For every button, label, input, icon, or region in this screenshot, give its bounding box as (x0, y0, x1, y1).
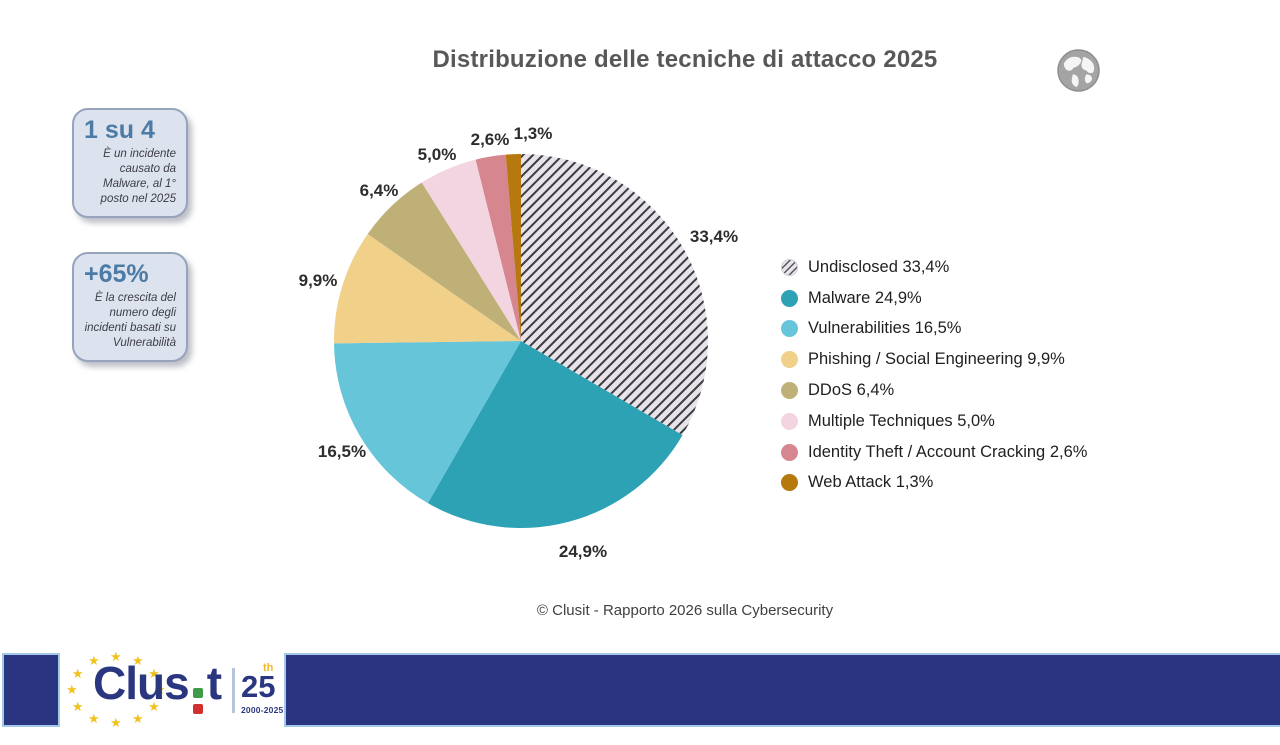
copyright-note: © Clusit - Rapporto 2026 sulla Cybersecu… (536, 602, 834, 619)
chart-legend: Undisclosed 33,4% Malware 24,9% Vulnerabil… (781, 252, 1087, 498)
legend-item: Web Attack 1,3% (781, 468, 1087, 499)
callout-malware: 1 su 4 È un incidente causato da Malware… (72, 108, 188, 218)
legend-label: Malware 24,9% (808, 288, 922, 307)
callout-malware-body: È un incidente causato da Malware, al 1°… (100, 148, 176, 206)
pie-label-multiple-techniques: 5,0% (418, 145, 457, 164)
star-icon: ★ (148, 698, 160, 714)
legend-label: Vulnerabilities 16,5% (808, 319, 962, 338)
logo-divider (232, 668, 235, 713)
legend-label: Multiple Techniques 5,0% (808, 411, 995, 430)
star-icon: ★ (110, 715, 122, 730)
pie-slice-identity-theft-account-cracking (475, 154, 521, 341)
callout-vulnerability-headline: +65% (84, 260, 149, 288)
footer-bar-main (284, 653, 1280, 727)
legend-marker-icon (781, 382, 798, 400)
star-icon: ★ (110, 649, 122, 664)
star-icon: ★ (132, 653, 144, 669)
star-icon: ★ (88, 710, 100, 726)
legend-item: DDoS 6,4% (781, 375, 1087, 406)
pie-slice-web-attack (505, 153, 521, 341)
pie-slice-phishing-social-engineering (333, 233, 521, 344)
anniversary-badge: th 25 2000-2025 (241, 662, 283, 715)
pie-slice-vulnerabilities (334, 341, 521, 504)
clusit-logo-dots-icon (192, 688, 203, 714)
legend-marker-icon (781, 443, 798, 461)
green-dot-icon (192, 688, 203, 698)
pie-label-vulnerabilities: 16,5% (318, 442, 366, 461)
legend-label: Phishing / Social Engineering 9,9% (808, 350, 1065, 369)
callout-vulnerability: +65% È la crescita del numero degli inci… (72, 252, 188, 362)
anniversary-suffix: th (263, 662, 274, 674)
star-icon: ★ (66, 682, 78, 697)
legend-marker-icon (781, 289, 798, 307)
eu-stars-icon: ★ ★ ★ ★ ★ ★ ★ ★ ★ ★ ★ ★ (66, 649, 166, 730)
pie-label-identity-theft-account-cracking: 2,6% (471, 130, 510, 149)
globe-icon (1056, 48, 1101, 93)
legend-label: Web Attack 1,3% (808, 473, 934, 492)
pie-label-undisclosed: 33,4% (690, 227, 738, 246)
legend-item: Undisclosed 33,4% (781, 252, 1087, 283)
pie-slice-multiple-techniques (421, 159, 521, 341)
legend-marker-icon (781, 412, 798, 430)
pie-label-malware: 24,9% (559, 542, 607, 561)
pie-value-labels: 33,4% 24,9% 16,5% 9,9% 6,4% 5,0% 2,6% 1,3% (299, 124, 738, 561)
star-icon: ★ (148, 665, 160, 681)
legend-item: Malware 24,9% (781, 283, 1087, 314)
legend-item: Identity Theft / Account Cracking 2,6% (781, 437, 1087, 468)
legend-item: Multiple Techniques 5,0% (781, 406, 1087, 437)
legend-item: Phishing / Social Engineering 9,9% (781, 344, 1087, 375)
anniversary-number: 25 (241, 669, 276, 704)
legend-label: Identity Theft / Account Cracking 2,6% (808, 442, 1088, 461)
pie-slice-malware (427, 341, 683, 528)
legend-marker-icon (781, 258, 798, 276)
legend-marker-icon (781, 351, 798, 369)
pie-label-phishing-social-engineering: 9,9% (299, 271, 338, 290)
pie-slice-ddos (367, 182, 521, 341)
star-icon: ★ (132, 710, 144, 726)
star-icon: ★ (154, 682, 166, 697)
callout-vulnerability-body: È la crescita del numero degli incidenti… (84, 292, 176, 350)
red-dot-icon (192, 704, 203, 714)
clusit-logo-suffix: t (206, 657, 222, 709)
clusit-logo-prefix: Clus (93, 657, 190, 709)
anniversary-years: 2000-2025 (241, 705, 284, 715)
legend-marker-icon (781, 320, 798, 338)
legend-label: Undisclosed 33,4% (808, 257, 950, 276)
legend-marker-icon (781, 474, 798, 492)
pie-slice-undisclosed (521, 154, 708, 436)
callout-malware-headline: 1 su 4 (84, 116, 155, 144)
clusit-logo: Clus t (93, 656, 222, 715)
footer-bar-left (2, 653, 60, 727)
star-icon: ★ (71, 665, 84, 681)
page-title: Distribuzione delle tecniche di attacco … (432, 46, 938, 73)
star-icon: ★ (88, 653, 100, 669)
pie-slices (333, 153, 708, 528)
star-icon: ★ (71, 698, 84, 714)
legend-label: DDoS 6,4% (808, 381, 895, 400)
pie-label-web-attack: 1,3% (514, 124, 553, 143)
pie-label-ddos: 6,4% (360, 181, 399, 200)
legend-item: Vulnerabilities 16,5% (781, 314, 1087, 345)
